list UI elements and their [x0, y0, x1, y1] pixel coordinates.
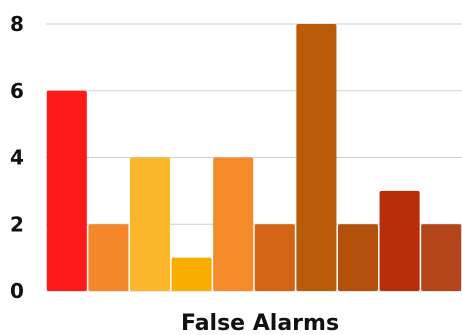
bar-9	[379, 190, 420, 291]
bar-5	[213, 157, 254, 291]
bar-1	[46, 90, 87, 291]
x-axis-title: False Alarms	[181, 311, 339, 335]
bar-7	[296, 24, 337, 291]
bar-6	[254, 224, 295, 291]
y-tick-label-2: 2	[10, 212, 24, 236]
y-tick-label-6: 6	[10, 79, 24, 103]
y-axis-ticks: 0 2 4 6 8	[10, 12, 24, 303]
bar-4	[171, 257, 212, 291]
bar-3	[129, 157, 171, 291]
bar-2	[88, 224, 129, 291]
bar-10	[421, 224, 462, 291]
bars	[46, 24, 462, 291]
y-tick-label-4: 4	[10, 146, 24, 170]
y-tick-label-0: 0	[10, 279, 24, 303]
y-tick-label-8: 8	[10, 12, 24, 36]
bar-8	[337, 224, 379, 291]
